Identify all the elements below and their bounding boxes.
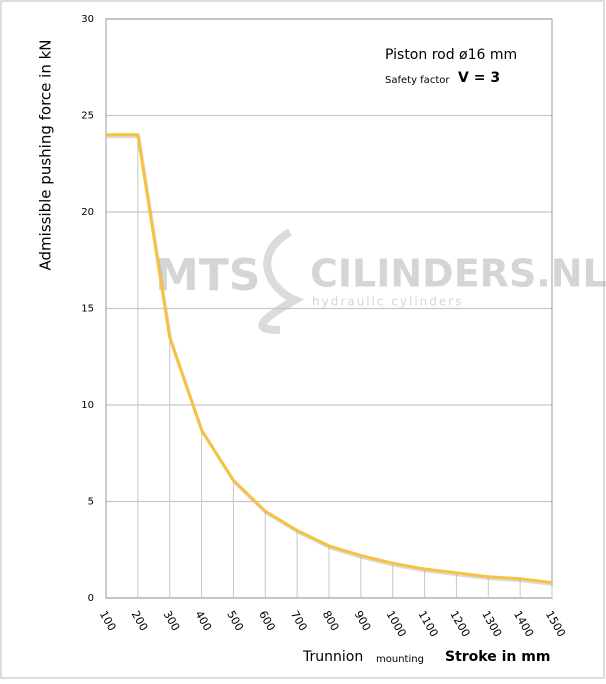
annotation: V = 3 [458, 70, 500, 86]
watermark-logo [258, 228, 305, 334]
line [106, 133, 553, 585]
y-tick-label: 30 [81, 14, 94, 25]
watermark: MTS CILINDERS.NL hydraulic cylinders [155, 228, 606, 334]
y-tick-label: 20 [81, 207, 94, 218]
x-axis-label: Trunnion [302, 649, 363, 665]
annotation: Piston rod ø16 mm [385, 47, 517, 63]
y-tick-label: 5 [88, 497, 94, 508]
x-axis-label: mounting [376, 654, 424, 665]
watermark-text: MTS [155, 250, 261, 301]
y-axis-label: Admissible pushing force in kN [37, 40, 55, 271]
watermark-text: hydraulic cylinders [312, 295, 463, 309]
x-axis-label: Stroke in mm [445, 649, 550, 665]
y-tick-label: 10 [81, 400, 94, 411]
annotation: Safety factor [385, 75, 450, 86]
watermark-text: CILINDERS.NL [310, 252, 606, 296]
y-tick-label: 15 [81, 304, 94, 315]
y-tick-label: 25 [81, 111, 94, 122]
y-tick-label: 0 [88, 593, 94, 604]
